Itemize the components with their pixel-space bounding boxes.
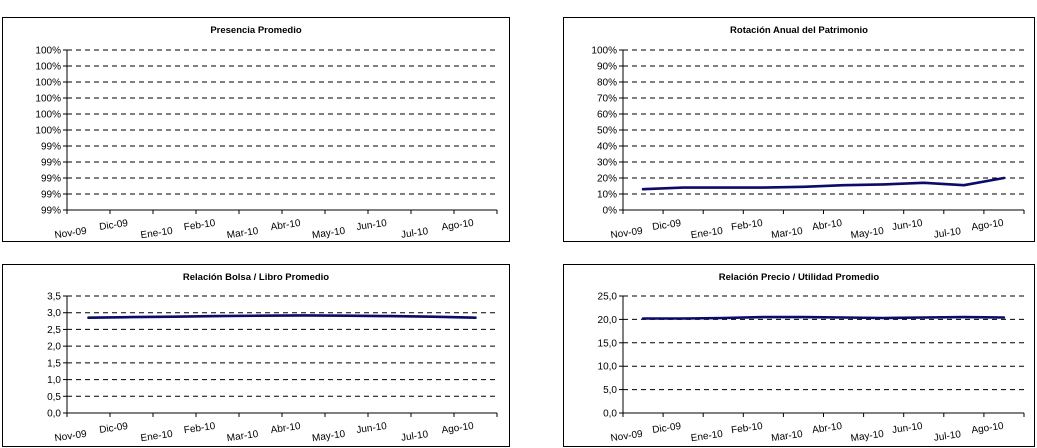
chart-plot: 0% 10% 20% 30% 40% 50% 60% 70% 80% 90% 100% Nov-09 D… [591, 46, 1025, 242]
y-tick-label: 99% [41, 190, 61, 201]
x-tick-label: Nov-09 [610, 429, 644, 444]
x-tick-label: Jul-10 [933, 429, 962, 444]
y-tick-label: 0,5 [47, 392, 61, 403]
x-tick-label: Ene-10 [140, 226, 174, 241]
y-tick-label: 100% [35, 46, 61, 57]
chart-plot: 0,0 0,5 1,0 1,5 2,0 2,5 3,0 3,5 Nov-09 Dic-09 Ene-… [47, 292, 498, 445]
x-tick-label: May-10 [311, 429, 346, 445]
x-tick-label: Nov-09 [54, 429, 88, 444]
series-line [641, 315, 1006, 320]
x-tick-label: Nov-09 [54, 226, 88, 241]
x-tick-label: Mar-10 [771, 226, 804, 241]
y-tick-label: 25,0 [598, 292, 618, 303]
y-tick-label: 80% [597, 78, 617, 89]
y-tick-label: 100% [35, 126, 61, 137]
y-tick-label: 100% [35, 78, 61, 89]
y-tick-label: 50% [597, 126, 617, 137]
y-tick-label: 99% [41, 142, 61, 153]
x-tick-label: Abr-10 [270, 421, 302, 436]
y-tick-label: 70% [597, 94, 617, 105]
y-tick-label: 2,5 [47, 325, 61, 336]
y-tick-label: 10,0 [598, 362, 618, 373]
y-tick-label: 30% [597, 158, 617, 169]
x-tick-label: Feb-10 [730, 218, 763, 233]
chart-plot: 0,0 5,0 10,0 15,0 20,0 25,0 Nov-09 Dic-09 Ene-10… [598, 292, 1025, 445]
y-tick-label: 3,5 [47, 292, 61, 303]
x-tick-label: Mar-10 [226, 429, 259, 444]
y-tick-label: 20,0 [598, 315, 618, 326]
y-tick-label: 99% [41, 158, 61, 169]
x-tick-label: Feb-10 [183, 421, 216, 436]
y-tick-label: 100% [35, 110, 61, 121]
x-tick-label: Jun-10 [356, 218, 388, 233]
series-line [641, 176, 1006, 191]
chart-title: Rotación Anual del Patrimonio [730, 25, 868, 36]
x-tick-label: Dic-09 [652, 218, 683, 233]
y-tick-label: 60% [597, 110, 617, 121]
chart-title: Presencia Promedio [210, 25, 302, 36]
y-tick-label: 99% [41, 206, 61, 217]
y-tick-label: 100% [35, 94, 61, 105]
y-tick-label: 2,0 [47, 342, 61, 353]
x-tick-label: Jun-10 [891, 421, 923, 436]
x-tick-label: May-10 [850, 429, 885, 445]
y-tick-label: 10% [597, 190, 617, 201]
x-tick-label: Ago-10 [441, 421, 475, 436]
y-tick-label: 0,0 [47, 409, 61, 420]
x-tick-label: Ago-10 [441, 218, 475, 233]
series-line [87, 314, 477, 320]
y-tick-label: 20% [597, 174, 617, 185]
chart-rotacion-anual-patrimonio: Rotación Anual del Patrimonio 0% 10% 20% 30… [563, 17, 1035, 242]
x-tick-label: Jul-10 [933, 226, 962, 241]
y-tick-label: 100% [591, 46, 617, 57]
y-tick-label: 15,0 [598, 338, 618, 349]
x-tick-label: Jun-10 [891, 218, 923, 233]
x-tick-label: Feb-10 [183, 218, 216, 233]
chart-relacion-bolsa-libro: Relación Bolsa / Libro Promedio 0,0 0,5 1,… [2, 264, 510, 447]
x-tick-label: May-10 [311, 226, 346, 242]
y-tick-label: 0% [603, 206, 618, 217]
y-tick-label: 99% [41, 174, 61, 185]
x-tick-label: Dic-09 [99, 218, 130, 233]
chart-title: Relación Precio / Utilidad Promedio [718, 272, 880, 283]
x-tick-label: Abr-10 [812, 421, 844, 436]
y-tick-label: 3,0 [47, 308, 61, 319]
x-tick-label: Dic-09 [652, 421, 683, 436]
x-tick-label: Ago-10 [971, 421, 1005, 436]
x-tick-label: Jun-10 [356, 421, 388, 436]
x-tick-label: Nov-09 [610, 226, 644, 241]
y-tick-label: 100% [35, 62, 61, 73]
chart-presencia-promedio: Presencia Promedio 99% 99% 99% 99% 99% 100% 10… [2, 17, 510, 242]
y-tick-label: 5,0 [603, 385, 617, 396]
x-tick-label: Mar-10 [226, 226, 259, 241]
x-tick-label: Abr-10 [812, 218, 844, 233]
x-tick-label: Ago-10 [971, 218, 1005, 233]
x-tick-label: Dic-09 [99, 421, 130, 436]
y-tick-label: 1,0 [47, 375, 61, 386]
chart-title: Relación Bolsa / Libro Promedio [182, 272, 330, 283]
chart-plot: 99% 99% 99% 99% 99% 100% 100% 100% 100% 100% 100% N… [35, 46, 498, 242]
x-tick-label: Feb-10 [730, 421, 763, 436]
x-tick-label: Jul-10 [400, 226, 429, 241]
y-tick-label: 0,0 [603, 409, 617, 420]
x-tick-label: Mar-10 [771, 429, 804, 444]
y-tick-label: 1,5 [47, 358, 61, 369]
x-tick-label: Ene-10 [690, 226, 724, 241]
x-tick-label: Ene-10 [140, 429, 174, 444]
chart-relacion-precio-utilidad: Relación Precio / Utilidad Promedio 0,0 5… [563, 264, 1035, 447]
y-tick-label: 40% [597, 142, 617, 153]
x-tick-label: Jul-10 [400, 429, 429, 444]
y-tick-label: 90% [597, 62, 617, 73]
x-tick-label: Abr-10 [270, 218, 302, 233]
x-tick-label: May-10 [850, 226, 885, 242]
x-tick-label: Ene-10 [690, 429, 724, 444]
